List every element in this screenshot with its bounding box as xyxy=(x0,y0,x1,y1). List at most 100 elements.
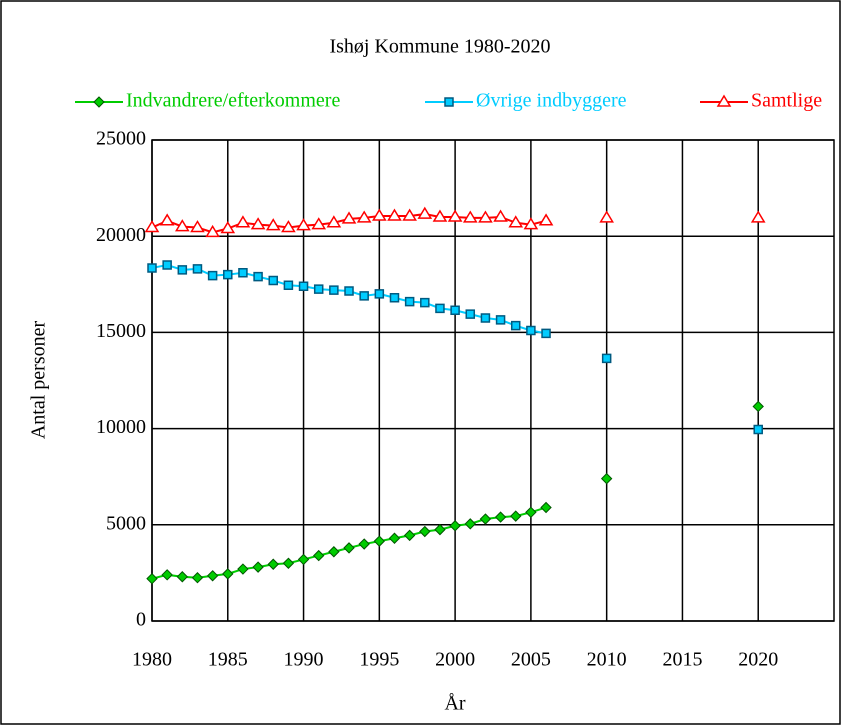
marker xyxy=(494,511,507,523)
marker xyxy=(313,549,325,562)
legend-label: Samtlige xyxy=(751,90,822,112)
marker xyxy=(265,218,281,231)
marker xyxy=(298,281,309,291)
marker xyxy=(450,305,460,316)
marker xyxy=(478,210,493,223)
y-tick-label: 10000 xyxy=(96,416,146,438)
marker xyxy=(144,220,160,233)
marker xyxy=(525,506,537,519)
marker xyxy=(328,546,340,558)
marker xyxy=(434,523,446,536)
marker xyxy=(464,518,476,530)
marker xyxy=(462,210,478,223)
marker xyxy=(162,260,172,270)
marker xyxy=(388,532,401,544)
marker xyxy=(297,553,310,566)
plot-frame xyxy=(151,139,835,622)
x-tick-label: 2015 xyxy=(662,649,702,671)
marker xyxy=(343,542,355,554)
marker xyxy=(538,213,554,226)
marker xyxy=(601,353,612,364)
x-tick-label: 1990 xyxy=(284,649,324,671)
marker xyxy=(329,285,339,295)
marker xyxy=(417,206,433,219)
marker xyxy=(373,535,386,547)
marker xyxy=(387,208,402,221)
marker xyxy=(599,210,614,223)
marker xyxy=(238,268,248,278)
marker xyxy=(523,217,539,230)
x-tick-label: 2000 xyxy=(435,649,475,671)
y-axis-label: Antal personer xyxy=(28,321,50,440)
marker xyxy=(268,275,278,286)
y-tick-label: 5000 xyxy=(106,512,146,534)
marker xyxy=(753,424,763,435)
marker xyxy=(311,217,327,230)
x-tick-label: 1985 xyxy=(208,649,248,671)
marker xyxy=(510,320,521,331)
marker xyxy=(419,525,431,538)
marker xyxy=(356,210,372,223)
marker xyxy=(192,264,203,274)
marker xyxy=(432,209,448,222)
marker xyxy=(358,538,370,550)
marker xyxy=(480,313,491,323)
marker xyxy=(146,572,158,585)
marker xyxy=(161,569,173,581)
chart-title: Ishøj Kommune 1980-2020 xyxy=(329,36,550,58)
marker xyxy=(237,563,249,575)
marker xyxy=(526,325,536,336)
marker xyxy=(540,501,552,514)
marker xyxy=(207,270,218,281)
marker xyxy=(252,561,264,573)
marker xyxy=(344,286,354,296)
marker xyxy=(389,293,400,303)
marker xyxy=(403,529,416,542)
marker xyxy=(420,297,430,308)
marker xyxy=(235,215,251,228)
marker xyxy=(283,280,294,291)
marker xyxy=(493,209,508,222)
y-tick-label: 20000 xyxy=(96,224,146,246)
marker xyxy=(479,513,492,525)
x-tick-label: 1995 xyxy=(359,649,399,671)
marker xyxy=(372,208,387,221)
marker xyxy=(205,224,220,238)
legend-label: Øvrige indbyggere xyxy=(476,90,627,112)
marker xyxy=(174,219,190,232)
marker xyxy=(447,209,463,222)
marker xyxy=(220,221,236,234)
marker xyxy=(222,568,234,580)
marker xyxy=(404,296,415,307)
marker xyxy=(253,271,263,282)
legend-label: Indvandrere/efterkommere xyxy=(126,90,340,112)
marker xyxy=(281,220,296,233)
marker xyxy=(326,215,342,228)
y-tick-label: 25000 xyxy=(96,128,146,150)
marker xyxy=(750,210,766,223)
y-tick-label: 0 xyxy=(136,609,146,631)
marker xyxy=(752,400,764,413)
marker xyxy=(223,269,233,280)
marker xyxy=(177,265,188,275)
marker xyxy=(147,263,157,273)
marker xyxy=(206,570,219,582)
marker xyxy=(508,215,524,228)
marker xyxy=(435,303,445,314)
marker xyxy=(282,557,295,569)
y-tick-label: 15000 xyxy=(96,320,146,342)
marker xyxy=(313,284,324,294)
marker xyxy=(444,97,454,107)
marker xyxy=(716,94,732,107)
marker xyxy=(541,328,551,339)
marker xyxy=(402,208,417,221)
marker xyxy=(176,571,189,583)
x-tick-label: 2010 xyxy=(587,649,627,671)
marker xyxy=(465,309,476,319)
marker xyxy=(510,510,522,522)
x-tick-label: 1980 xyxy=(132,649,172,671)
marker xyxy=(341,211,357,224)
marker xyxy=(600,472,613,485)
